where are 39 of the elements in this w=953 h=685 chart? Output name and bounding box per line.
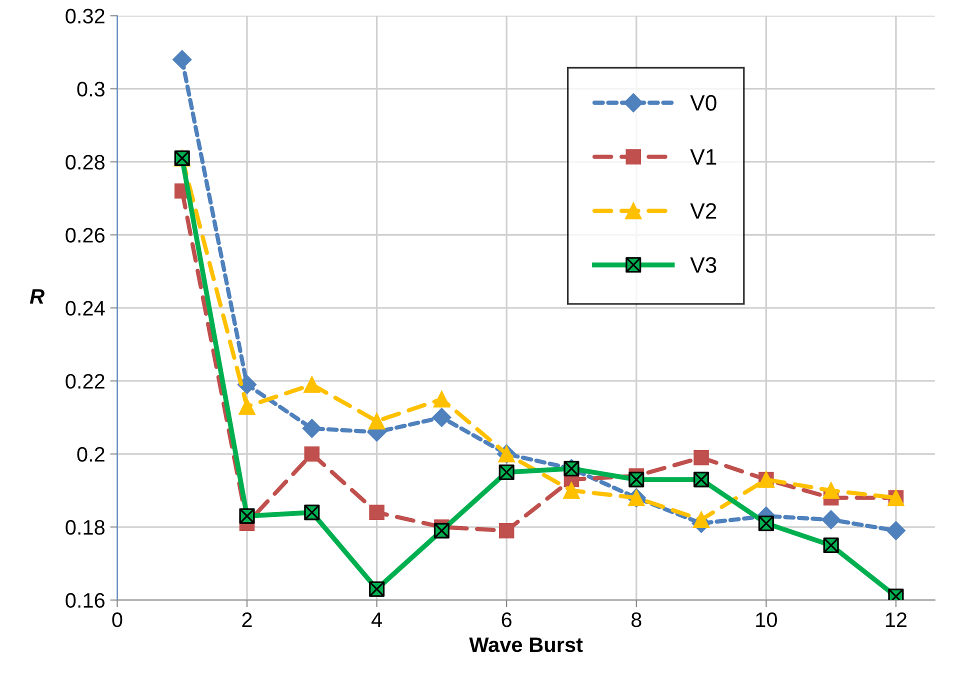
x-tick-label: 6	[502, 612, 512, 628]
point	[302, 418, 322, 438]
point	[498, 523, 514, 538]
y-tick-label: 0.2	[77, 446, 104, 462]
x-tick-label: 4	[371, 612, 382, 627]
legend-label: V3	[690, 257, 716, 273]
x-tick-label: 8	[631, 612, 642, 628]
point	[304, 376, 320, 393]
point	[692, 511, 710, 528]
y-tick-label: 0.28	[66, 154, 105, 170]
point	[563, 482, 580, 499]
point	[238, 398, 256, 415]
x-tick-label: 0	[112, 612, 122, 628]
point	[239, 508, 255, 524]
point	[433, 390, 450, 408]
point	[886, 521, 906, 540]
point	[694, 450, 709, 466]
x-tick-label: 2	[242, 612, 252, 627]
y-axis-title: R	[30, 289, 44, 304]
point	[368, 412, 386, 430]
x-tick-label: 10	[756, 612, 777, 628]
y-tick-label: 0.24	[66, 300, 105, 316]
y-tick-label: 0.18	[66, 520, 105, 535]
legend-label: V2	[690, 203, 716, 219]
point	[172, 50, 192, 70]
y-tick-label: 0.3	[77, 82, 104, 97]
y-tick-label: 0.16	[66, 593, 104, 608]
point	[369, 504, 384, 520]
x-tick-label: 12	[886, 612, 906, 627]
y-tick-label: 0.32	[66, 8, 104, 24]
point	[822, 482, 840, 499]
point	[432, 408, 452, 427]
point	[304, 446, 320, 462]
point	[822, 510, 841, 530]
y-tick-label: 0.22	[66, 374, 104, 389]
legend-label: V1	[690, 149, 716, 165]
y-tick-label: 0.26	[66, 228, 104, 243]
x-axis-title: Wave Burst	[469, 638, 583, 652]
legend-label: V0	[690, 95, 716, 111]
